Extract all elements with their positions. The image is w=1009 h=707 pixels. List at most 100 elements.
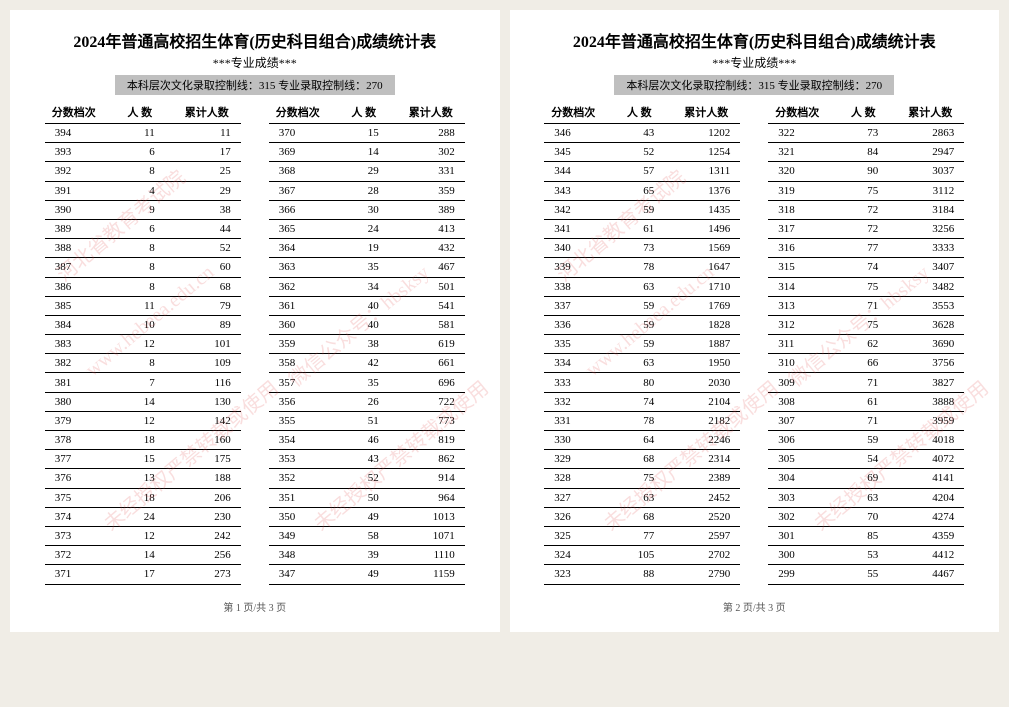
header-score: 分数档次 (768, 101, 830, 124)
table-row: 321842947 (768, 143, 964, 162)
table-row: 308613888 (768, 392, 964, 411)
tbody-p1-left: 3941111393617392825391429390938389644388… (45, 124, 241, 585)
cell-cum: 3959 (892, 411, 964, 430)
table-row: 337591769 (544, 296, 740, 315)
table-row: 35252914 (269, 469, 465, 488)
table-row: 329682314 (544, 450, 740, 469)
cell-count: 59 (606, 200, 668, 219)
cell-count: 65 (606, 181, 668, 200)
cell-score: 337 (544, 296, 606, 315)
cell-score: 377 (45, 450, 107, 469)
cell-cum: 3037 (892, 162, 964, 181)
cell-score: 315 (768, 258, 830, 277)
cell-count: 8 (107, 354, 169, 373)
tables-container: 分数档次 人 数 累计人数 34643120234552125434457131… (530, 101, 980, 585)
cell-count: 57 (606, 162, 668, 181)
header-count: 人 数 (606, 101, 668, 124)
cell-count: 73 (606, 239, 668, 258)
table-row: 330642246 (544, 431, 740, 450)
cell-count: 11 (107, 296, 169, 315)
cell-cum: 3256 (892, 219, 964, 238)
cell-score: 307 (768, 411, 830, 430)
cell-cum: 1110 (393, 546, 465, 565)
cell-count: 63 (606, 354, 668, 373)
cell-count: 43 (331, 450, 393, 469)
cell-count: 12 (107, 411, 169, 430)
cell-score: 378 (45, 431, 107, 450)
table-row: 348391110 (269, 546, 465, 565)
cell-count: 77 (606, 526, 668, 545)
table-row: 392825 (45, 162, 241, 181)
cell-cum: 109 (169, 354, 241, 373)
cell-cum: 3628 (892, 315, 964, 334)
cell-count: 13 (107, 469, 169, 488)
header-count: 人 数 (830, 101, 892, 124)
cell-count: 10 (107, 315, 169, 334)
cell-score: 346 (544, 124, 606, 143)
cell-count: 50 (331, 488, 393, 507)
cell-score: 374 (45, 507, 107, 526)
cell-count: 15 (107, 450, 169, 469)
table-row: 36040581 (269, 315, 465, 334)
cell-count: 85 (830, 526, 892, 545)
table-row: 309713827 (768, 373, 964, 392)
page-footer: 第 1 页/共 3 页 (30, 599, 480, 614)
table-row: 37818160 (45, 431, 241, 450)
cell-count: 8 (107, 277, 169, 296)
cell-count: 66 (830, 354, 892, 373)
table-row: 37518206 (45, 488, 241, 507)
table-row: 35938619 (269, 335, 465, 354)
cell-count: 84 (830, 143, 892, 162)
cell-cum: 819 (393, 431, 465, 450)
page-1: 河北省教育考试院 www.hebeea.edu.cn 微信公众号：hbsksy … (10, 10, 500, 632)
cell-cum: 2520 (668, 507, 740, 526)
cell-cum: 501 (393, 277, 465, 296)
cell-cum: 288 (393, 124, 465, 143)
table-row: 326682520 (544, 507, 740, 526)
table-row: 36914302 (269, 143, 465, 162)
cell-score: 349 (269, 526, 331, 545)
table-row: 301854359 (768, 526, 964, 545)
cell-count: 70 (830, 507, 892, 526)
table-row: 37117273 (45, 565, 241, 584)
table-row: 335591887 (544, 335, 740, 354)
cell-cum: 541 (393, 296, 465, 315)
cell-score: 364 (269, 239, 331, 258)
table-row: 325772597 (544, 526, 740, 545)
cell-count: 53 (830, 546, 892, 565)
cell-cum: 302 (393, 143, 465, 162)
header-cum: 累计人数 (169, 101, 241, 124)
cell-score: 351 (269, 488, 331, 507)
cell-score: 304 (768, 469, 830, 488)
cell-count: 42 (331, 354, 393, 373)
cell-cum: 11 (169, 124, 241, 143)
table-row: 331782182 (544, 411, 740, 430)
table-row: 317723256 (768, 219, 964, 238)
cell-cum: 1950 (668, 354, 740, 373)
page-2: 河北省教育考试院 www.hebeea.edu.cn 微信公众号：hbsksy … (510, 10, 1000, 632)
cell-count: 14 (107, 392, 169, 411)
cell-cum: 914 (393, 469, 465, 488)
table-row: 304694141 (768, 469, 964, 488)
cell-count: 52 (606, 143, 668, 162)
cell-count: 11 (107, 124, 169, 143)
page-footer: 第 2 页/共 3 页 (530, 599, 980, 614)
cell-cum: 25 (169, 162, 241, 181)
cell-cum: 1159 (393, 565, 465, 584)
cell-count: 28 (331, 181, 393, 200)
cell-count: 75 (606, 469, 668, 488)
cell-count: 68 (606, 450, 668, 469)
cell-count: 35 (331, 373, 393, 392)
cell-score: 363 (269, 258, 331, 277)
cell-count: 30 (331, 200, 393, 219)
cell-score: 369 (269, 143, 331, 162)
tbody-p2-left: 3464312023455212543445713113436513763425… (544, 124, 740, 585)
page-subtitle: ***专业成绩*** (530, 54, 980, 71)
table-row: 312753628 (768, 315, 964, 334)
cell-score: 322 (768, 124, 830, 143)
cell-score: 350 (269, 507, 331, 526)
cell-count: 63 (606, 488, 668, 507)
header-cum: 累计人数 (393, 101, 465, 124)
cell-count: 18 (107, 488, 169, 507)
cell-cum: 1647 (668, 258, 740, 277)
